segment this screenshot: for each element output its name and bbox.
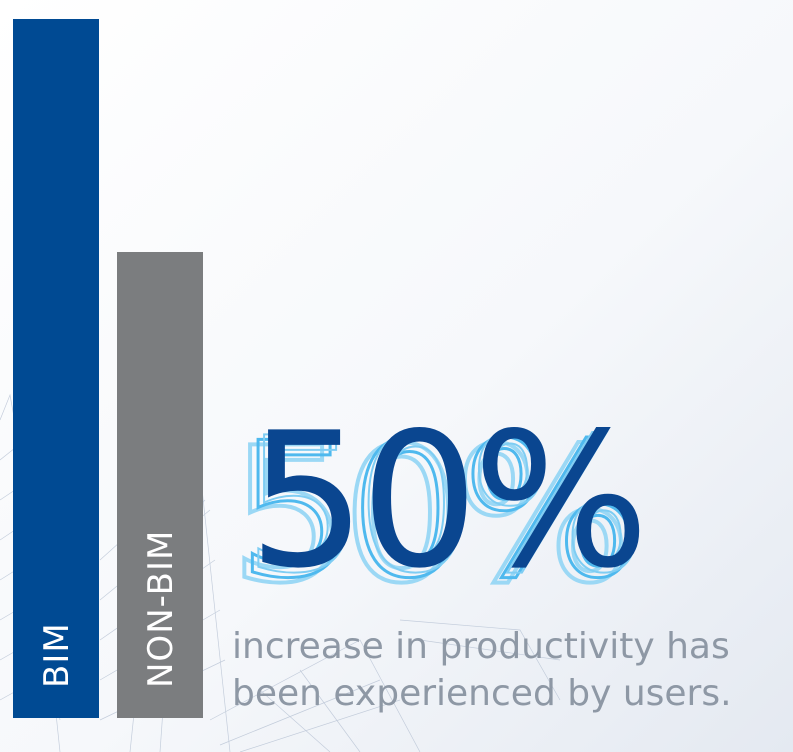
caption-line-2: been experienced by users. bbox=[232, 673, 732, 714]
headline-percentage: 50% 50% 50% 50% bbox=[228, 392, 649, 626]
headline-outline-front: 50% bbox=[244, 397, 639, 614]
bar-non-bim bbox=[117, 252, 203, 718]
bars-layer: BIM NON-BIM bbox=[13, 19, 203, 718]
headline-outline-mid: 50% bbox=[238, 402, 633, 619]
headline-value: 50% bbox=[248, 392, 643, 609]
bar-bim bbox=[13, 19, 99, 718]
caption-line-1: increase in productivity has bbox=[232, 626, 730, 667]
bar-label-non-bim: NON-BIM bbox=[141, 530, 181, 688]
headline-outline-back: 50% bbox=[230, 407, 625, 624]
bar-label-bim: BIM bbox=[37, 622, 77, 688]
